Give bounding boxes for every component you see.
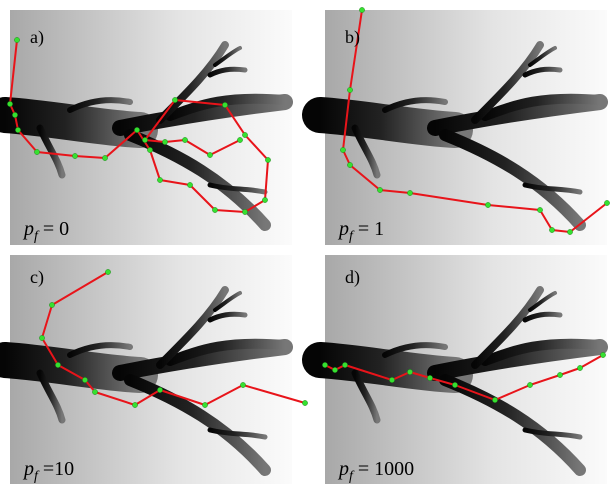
panel: c) pf =10 bbox=[5, 255, 308, 484]
control-point bbox=[34, 149, 39, 154]
control-point bbox=[187, 182, 192, 187]
control-point bbox=[347, 162, 352, 167]
control-point bbox=[527, 382, 532, 387]
panel: d) pf = 1000 bbox=[320, 255, 607, 484]
control-point bbox=[207, 152, 212, 157]
control-point bbox=[407, 190, 412, 195]
control-point bbox=[157, 387, 162, 392]
control-point bbox=[302, 400, 307, 405]
control-point bbox=[157, 177, 162, 182]
control-point bbox=[39, 335, 44, 340]
control-point bbox=[557, 372, 562, 377]
control-point bbox=[172, 97, 177, 102]
control-point bbox=[389, 377, 394, 382]
panel: a) pf = 0 bbox=[5, 10, 292, 245]
panel-label: c) bbox=[30, 267, 44, 288]
control-point bbox=[427, 375, 432, 380]
control-point bbox=[92, 389, 97, 394]
page: a) pf = 0 b) pf = 1 c) pf =10 d) pf = 10… bbox=[0, 0, 610, 484]
control-point bbox=[262, 197, 267, 202]
panel: b) pf = 1 bbox=[320, 7, 610, 245]
figure: a) pf = 0 b) pf = 1 c) pf =10 d) pf = 10… bbox=[0, 0, 610, 484]
control-point bbox=[55, 362, 60, 367]
control-point bbox=[537, 207, 542, 212]
control-point bbox=[604, 200, 609, 205]
control-point bbox=[15, 127, 20, 132]
panel-label: d) bbox=[345, 267, 360, 288]
control-point bbox=[577, 365, 582, 370]
control-point bbox=[242, 209, 247, 214]
panel-label: a) bbox=[30, 27, 44, 48]
control-point bbox=[485, 202, 490, 207]
control-point bbox=[600, 352, 605, 357]
control-point bbox=[492, 397, 497, 402]
control-point bbox=[452, 382, 457, 387]
control-point bbox=[212, 207, 217, 212]
control-point bbox=[142, 137, 147, 142]
control-point bbox=[332, 367, 337, 372]
control-point bbox=[407, 369, 412, 374]
control-point bbox=[147, 147, 152, 152]
control-point bbox=[105, 269, 110, 274]
control-point bbox=[237, 137, 242, 142]
control-point bbox=[377, 187, 382, 192]
control-point bbox=[549, 227, 554, 232]
control-point bbox=[14, 37, 19, 42]
control-point bbox=[242, 132, 247, 137]
control-point bbox=[202, 402, 207, 407]
control-point bbox=[49, 302, 54, 307]
control-point bbox=[265, 157, 270, 162]
control-point bbox=[162, 139, 167, 144]
control-point bbox=[347, 87, 352, 92]
control-point bbox=[82, 377, 87, 382]
control-point bbox=[134, 127, 139, 132]
control-point bbox=[567, 229, 572, 234]
control-point bbox=[240, 382, 245, 387]
control-point bbox=[72, 153, 77, 158]
control-point bbox=[182, 137, 187, 142]
panel-label: b) bbox=[345, 27, 360, 48]
control-point bbox=[222, 102, 227, 107]
control-point bbox=[7, 101, 12, 106]
control-point bbox=[102, 155, 107, 160]
control-point bbox=[340, 147, 345, 152]
control-point bbox=[342, 362, 347, 367]
control-point bbox=[322, 362, 327, 367]
control-point bbox=[12, 112, 17, 117]
control-point bbox=[132, 402, 137, 407]
control-point bbox=[359, 7, 364, 12]
